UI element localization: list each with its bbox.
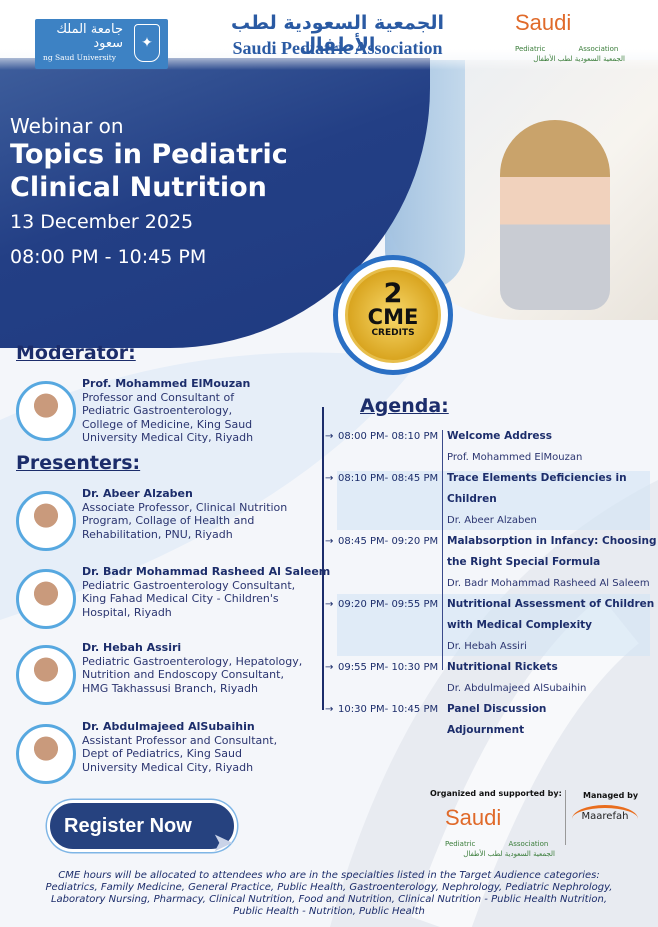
agenda-topic: Welcome Address: [447, 430, 553, 442]
agenda-speaker: Dr. Badr Mohammad Rasheed Al Saleem: [447, 578, 650, 589]
agenda-time: 10:30 PM- 10:45 PM: [324, 699, 654, 720]
agenda-speaker: Prof. Mohammed ElMouzan: [447, 452, 583, 463]
cme-badge: 2 CME CREDITS: [345, 267, 441, 363]
hero-title: Topics in Pediatric Clinical Nutrition: [10, 139, 288, 203]
presenters-heading: Presenters:: [16, 452, 141, 474]
agenda-speaker: Dr. Hebah Assiri: [447, 641, 527, 652]
agenda-topic: Malabsorption in Infancy: Choosing: [447, 535, 657, 547]
spa-logo-footer: Saudi Pediatric Association الجمعية السع…: [445, 805, 555, 858]
register-now-button[interactable]: Register Now: [47, 800, 237, 852]
agenda-heading: Agenda:: [360, 395, 449, 417]
sponsor-divider: [565, 790, 566, 845]
agenda-time: 08:45 PM- 09:20 PM: [324, 531, 654, 552]
spa-title-arabic: الجمعية السعودية لطب الأطفال: [230, 12, 445, 56]
avatar: [16, 381, 76, 441]
agenda-speaker: Dr. Abdulmajeed AlSubaihin: [447, 683, 587, 694]
moderator-heading: Moderator:: [16, 342, 136, 364]
agenda-topic: Children: [447, 493, 497, 505]
agenda-topic: Nutritional Rickets: [447, 661, 558, 673]
spa-logo: Saudi Pediatric Association الجمعية السع…: [515, 10, 625, 63]
agenda-time: 08:00 PM- 08:10 PM: [324, 426, 654, 447]
agenda-topic: Nutritional Assessment of Children: [447, 598, 655, 610]
agenda-speaker: Dr. Abeer Alzaben: [447, 515, 537, 526]
agenda-time: 09:20 PM- 09:55 PM: [324, 594, 654, 615]
avatar: [16, 724, 76, 784]
palm-crest-icon: ✦: [134, 24, 160, 62]
cursor-pointer-icon: ➤: [212, 828, 234, 858]
maarefah-logo: Maarefah: [572, 805, 638, 833]
organized-label: Organized and supported by:: [430, 789, 562, 798]
avatar: [16, 569, 76, 629]
spa-title-english: Saudi Pediatric Association: [232, 38, 443, 58]
managed-label: Managed by: [583, 791, 639, 800]
agenda-time: 09:55 PM- 10:30 PM: [324, 657, 654, 678]
child-figure: [500, 120, 610, 310]
agenda-topic: with Medical Complexity: [447, 619, 593, 631]
agenda-bracket: [322, 407, 324, 710]
agenda-topic: Adjournment: [447, 724, 525, 736]
ksu-logo: جامعة الملك سعود ng Saud University ✦: [35, 19, 168, 69]
cme-footer-note: CME hours will be allocated to attendees…: [45, 870, 613, 917]
agenda-time: 08:10 PM- 08:45 PM: [324, 468, 654, 489]
agenda-topic: the Right Special Formula: [447, 556, 601, 568]
agenda-topic: Panel Discussion: [447, 703, 547, 715]
agenda-divider: [442, 430, 443, 670]
avatar: [16, 491, 76, 551]
event-time: 08:00 PM - 10:45 PM: [10, 246, 207, 268]
agenda-topic: Trace Elements Deficiencies in: [447, 472, 627, 484]
avatar: [16, 645, 76, 705]
hero-kicker: Webinar on: [10, 114, 124, 138]
event-date: 13 December 2025: [10, 211, 194, 233]
